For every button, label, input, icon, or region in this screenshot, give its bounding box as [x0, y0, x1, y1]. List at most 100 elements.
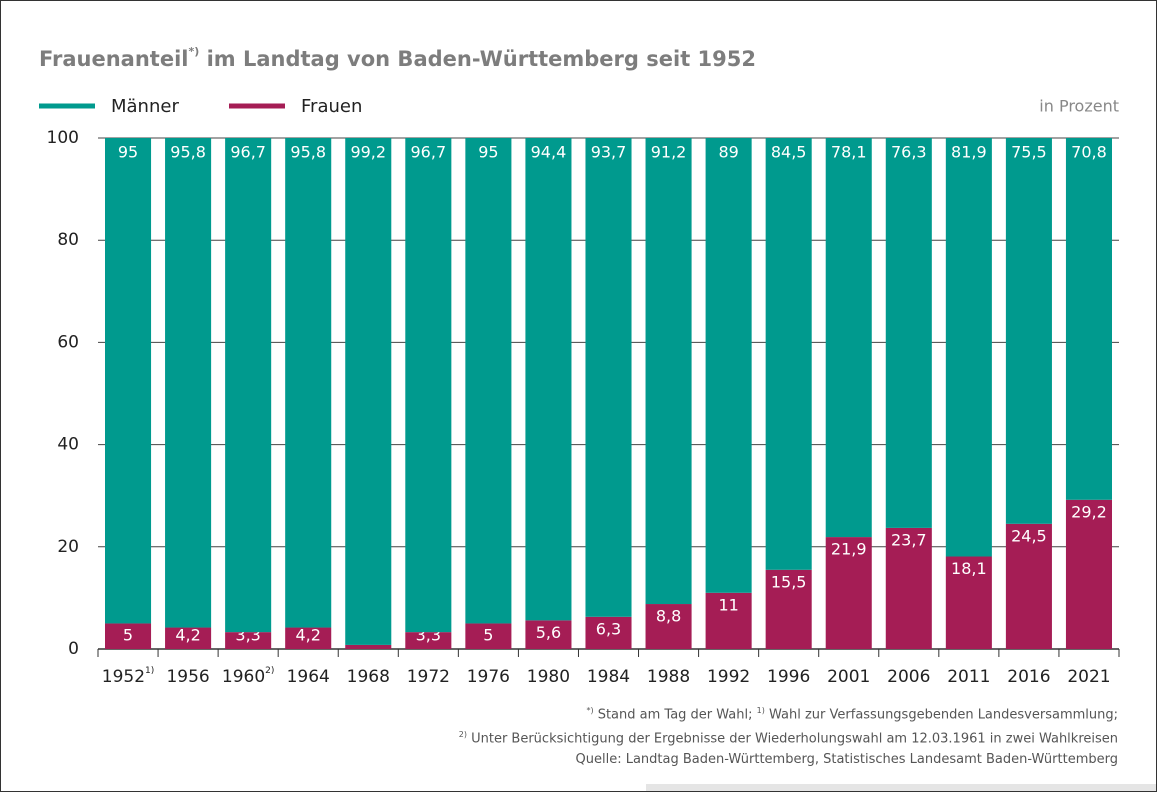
bar-segment	[946, 138, 992, 557]
value-label: 18,1	[951, 559, 987, 578]
value-label: 4,2	[295, 626, 320, 645]
bar-segment	[585, 138, 631, 617]
category: 2021	[1067, 667, 1110, 687]
bar-segment	[646, 138, 692, 604]
value-label: 96,7	[411, 143, 447, 162]
y-tick-label: 60	[57, 332, 79, 352]
note-text: Unter Berücksichtigung der Ergebnisse de…	[471, 732, 1118, 747]
category: 1964	[287, 667, 330, 687]
bar-segment	[1066, 500, 1112, 649]
title-text: Frauenanteil	[39, 47, 188, 71]
value-label: 6,3	[596, 619, 621, 638]
category: 1984	[587, 667, 630, 687]
page: Frauenanteil*) im Landtag von Baden-Würt…	[0, 0, 1157, 792]
x-tick-label: 1996	[767, 667, 810, 687]
bar-segment	[105, 138, 151, 623]
bar-segment	[225, 138, 271, 632]
value-label: 89	[718, 143, 738, 162]
legend-label: Frauen	[301, 96, 362, 117]
x-tick-label: 2021	[1067, 667, 1110, 687]
value-label: 94,4	[531, 143, 567, 162]
value-label: 95	[118, 143, 138, 162]
category: 2016	[1007, 667, 1050, 687]
note-mark: 2)	[459, 730, 467, 739]
value-label: 70,8	[1071, 143, 1107, 162]
x-tick-label: 1968	[347, 667, 390, 687]
y-tick-label: 100	[47, 128, 79, 148]
legend-label: Männer	[111, 96, 179, 117]
chart-title: Frauenanteil*) im Landtag von Baden-Würt…	[39, 45, 756, 71]
value-label: 8,8	[656, 607, 681, 626]
title-text: im Landtag von Baden-Württemberg seit 19…	[199, 47, 756, 71]
value-label: 24,5	[1011, 526, 1047, 545]
x-tick-label: 19521)	[102, 666, 155, 688]
value-label: 15,5	[771, 572, 807, 591]
x-tick-label: 2006	[887, 667, 930, 687]
x-tick-label: 1988	[647, 667, 690, 687]
value-label: 75,5	[1011, 143, 1047, 162]
x-tick-label: 19602)	[222, 666, 275, 688]
x-tick-label: 2001	[827, 667, 870, 687]
bar-segment	[766, 138, 812, 570]
source: Quelle: Landtag Baden-Württemberg, Stati…	[459, 750, 1118, 770]
value-label: 96,7	[230, 143, 266, 162]
bar-segment	[706, 138, 752, 593]
value-label: 81,9	[951, 143, 987, 162]
value-label: 4,2	[175, 626, 200, 645]
y-tick-label: 0	[68, 639, 79, 659]
note-mark: 1)	[757, 706, 765, 715]
unit-label: in Prozent	[1039, 97, 1119, 116]
category: 1960	[222, 667, 265, 687]
note-mark: *)	[586, 706, 593, 715]
x-tick-label: 1956	[166, 667, 209, 687]
y-tick-label: 40	[57, 435, 79, 455]
bar-segment	[465, 138, 511, 623]
category: 2006	[887, 667, 930, 687]
value-label: 76,3	[891, 143, 927, 162]
x-tick-label: 1972	[407, 667, 450, 687]
category: 1996	[767, 667, 810, 687]
x-tick-label: 1964	[287, 667, 330, 687]
note-text: Wahl zur Verfassungsgebenden Landesversa…	[769, 707, 1118, 722]
title-mark: *)	[188, 45, 199, 58]
value-label: 5	[123, 626, 133, 645]
bar-segment	[886, 138, 932, 528]
value-label: 95,8	[290, 143, 326, 162]
category: 1956	[166, 667, 209, 687]
value-label: 23,7	[891, 530, 927, 549]
bar-segment	[165, 138, 211, 628]
bar-segment	[345, 138, 391, 645]
x-tick-label: 1976	[467, 667, 510, 687]
notes: *) Stand am Tag der Wahl; 1) Wahl zur Ve…	[459, 701, 1118, 770]
decoration	[646, 784, 1157, 792]
value-label: 29,2	[1071, 502, 1107, 521]
category-mark: 1)	[145, 666, 154, 676]
value-label: 5	[483, 626, 493, 645]
y-tick-label: 20	[57, 537, 79, 557]
x-tick-label: 2016	[1007, 667, 1050, 687]
value-label: 99,2	[350, 143, 386, 162]
value-label: 95	[478, 143, 498, 162]
category: 1976	[467, 667, 510, 687]
bar-segment	[1066, 138, 1112, 500]
note-line: *) Stand am Tag der Wahl; 1) Wahl zur Ve…	[459, 701, 1118, 725]
category: 1972	[407, 667, 450, 687]
value-label: 93,7	[591, 143, 627, 162]
x-tick-label: 1984	[587, 667, 630, 687]
chart: Frauenanteil*) im Landtag von Baden-Würt…	[1, 1, 1156, 701]
category: 1968	[347, 667, 390, 687]
category: 1992	[707, 667, 750, 687]
bar-segment	[826, 138, 872, 537]
value-label: 91,2	[651, 143, 687, 162]
bar-segment	[285, 138, 331, 628]
category: 2011	[947, 667, 990, 687]
value-label: 95,8	[170, 143, 206, 162]
note-text: Stand am Tag der Wahl;	[598, 707, 753, 722]
value-label: 84,5	[771, 143, 807, 162]
value-label: 5,6	[536, 623, 561, 642]
note-line: 2) Unter Berücksichtigung der Ergebnisse…	[459, 725, 1118, 749]
x-tick-label: 2011	[947, 667, 990, 687]
value-label: 78,1	[831, 143, 867, 162]
bar-segment	[345, 645, 391, 649]
category-mark: 2)	[265, 666, 274, 676]
